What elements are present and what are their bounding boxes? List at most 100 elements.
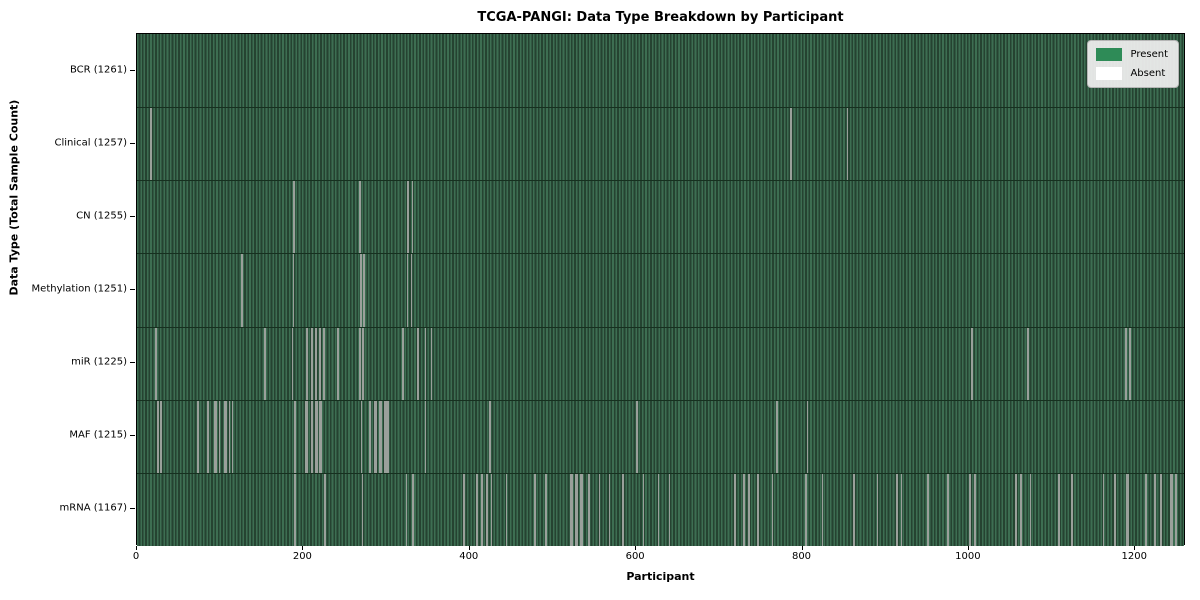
x-tick-label: 200: [292, 551, 312, 562]
absence-mark: [291, 326, 294, 400]
absence-mark: [900, 472, 903, 546]
absence-mark: [363, 253, 365, 327]
heatmap-row-maf: [137, 399, 1184, 473]
heatmap-row-mir: [137, 326, 1184, 400]
absence-mark: [756, 472, 760, 546]
absence-mark: [206, 399, 210, 473]
absence-mark: [323, 326, 325, 400]
heatmap-row-clinical: [137, 107, 1184, 181]
absence-mark: [668, 472, 671, 546]
absence-mark: [361, 472, 364, 546]
absence-mark: [853, 472, 855, 546]
absence-mark: [411, 180, 414, 254]
x-tick-label: 600: [625, 551, 645, 562]
absence-mark: [410, 253, 413, 327]
absence-mark: [264, 326, 266, 400]
absence-mark: [305, 326, 309, 400]
x-tick-label: 1000: [955, 551, 981, 562]
absence-mark: [1029, 472, 1032, 546]
row-divider: [137, 326, 1184, 328]
present-bars: [137, 472, 1184, 546]
row-divider: [137, 107, 1184, 109]
absence-mark: [430, 326, 433, 400]
absence-mark: [319, 399, 322, 473]
row-divider: [137, 472, 1184, 474]
absence-mark: [846, 107, 849, 181]
absence-mark: [608, 472, 611, 546]
y-axis-label: Data Type (Total Sample Count): [7, 99, 21, 296]
x-tick-mark: [635, 546, 637, 550]
absence-mark: [424, 399, 427, 473]
absence-mark: [505, 472, 508, 546]
x-tick-mark: [302, 546, 304, 550]
y-tick-mark: [130, 362, 135, 364]
x-axis-label: Participant: [626, 570, 695, 583]
y-tick-mark: [130, 142, 135, 144]
absence-mark: [315, 326, 317, 400]
absence-mark: [790, 107, 792, 181]
absence-mark: [240, 253, 243, 327]
absence-mark: [214, 399, 217, 473]
row-divider: [137, 399, 1184, 401]
absence-mark: [384, 399, 387, 473]
present-bars: [137, 253, 1184, 327]
absence-mark: [362, 326, 365, 400]
absence-mark: [294, 399, 296, 473]
x-tick-label: 1200: [1121, 551, 1147, 562]
absence-mark: [636, 399, 638, 473]
x-tick-label: 0: [132, 551, 140, 562]
absence-mark: [360, 399, 363, 473]
x-tick-mark: [801, 546, 803, 550]
absence-mark: [545, 472, 548, 546]
absence-mark: [657, 472, 660, 546]
absence-mark: [771, 472, 774, 546]
absence-mark: [970, 326, 974, 400]
x-tick-mark: [136, 546, 137, 550]
absence-mark: [968, 472, 972, 546]
absence-mark: [1154, 472, 1157, 546]
heatmap-row-mrna: [137, 472, 1184, 546]
absence-mark: [598, 472, 601, 546]
x-tick-label: 800: [791, 551, 812, 562]
absence-mark: [324, 472, 326, 546]
absence-mark: [575, 472, 578, 546]
absence-mark: [1175, 472, 1177, 546]
absence-mark: [369, 399, 371, 473]
y-tick-label: MAF (1215): [69, 429, 127, 441]
x-tick-mark: [967, 546, 969, 550]
absence-mark: [359, 326, 361, 400]
y-tick-mark: [130, 435, 135, 437]
absence-mark: [374, 399, 377, 473]
absence-mark: [292, 253, 295, 327]
absence-mark: [1129, 326, 1132, 400]
absence-mark: [293, 180, 296, 254]
absence-mark: [379, 399, 382, 473]
absence-mark: [359, 253, 362, 327]
absence-mark: [417, 326, 419, 400]
absence-mark: [1102, 472, 1105, 546]
absence-mark: [485, 472, 489, 546]
row-divider: [137, 253, 1184, 255]
absent-swatch-icon: [1096, 67, 1123, 80]
absence-mark: [305, 399, 308, 473]
heatmap-row-bcr: [137, 34, 1184, 108]
absence-mark: [1014, 472, 1018, 546]
heatmap-row-cn: [137, 180, 1184, 254]
y-tick-mark: [130, 508, 135, 510]
absence-mark: [412, 472, 414, 546]
absence-mark: [927, 472, 929, 546]
heatmap-row-methylation: [137, 253, 1184, 327]
absence-mark: [1057, 472, 1060, 546]
y-tick-label: CN (1255): [76, 210, 127, 222]
absence-mark: [621, 472, 625, 546]
absence-mark: [310, 326, 313, 400]
absence-mark: [156, 399, 159, 473]
absence-mark: [1145, 472, 1147, 546]
absence-mark: [480, 472, 484, 546]
x-tick-mark: [468, 546, 470, 550]
absence-mark: [1114, 472, 1117, 546]
y-tick-label: mRNA (1167): [59, 502, 127, 514]
y-tick-label: miR (1225): [71, 356, 127, 368]
legend: Present Absent: [1087, 40, 1179, 88]
absence-mark: [775, 399, 778, 473]
